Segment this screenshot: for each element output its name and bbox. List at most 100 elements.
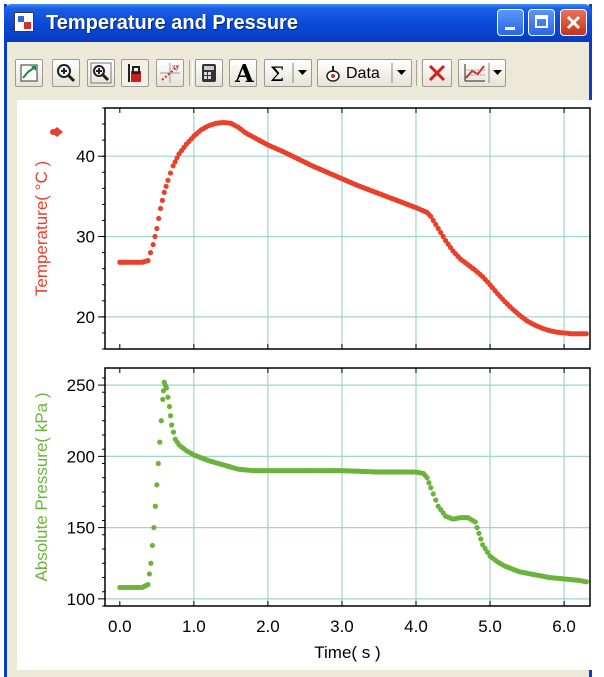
y-tick-label: 150 [67,519,95,538]
zoom-out-button[interactable] [87,59,115,87]
data-series [117,379,589,591]
data-point [146,571,153,577]
data-point [438,229,444,236]
close-button[interactable] [560,9,587,36]
data-point [424,475,430,481]
data-point [148,560,154,566]
minimize-button[interactable] [497,9,524,36]
statistics-table-button[interactable] [195,59,223,87]
app-icon [14,12,34,32]
graph-window: Temperature and Pressure xy A Σ [4,4,595,677]
plot-frame [104,107,591,350]
data-point [428,485,434,491]
data-point [472,519,478,525]
data-point [583,579,589,585]
statistics-button[interactable]: Σ [264,59,312,87]
y-tick-label: 250 [67,376,95,395]
data-point [430,491,436,497]
close-icon [566,15,581,30]
tangent-button[interactable]: xy [156,59,184,87]
data-point [145,582,151,588]
data-point [430,217,436,224]
annotate-button[interactable]: A [229,59,257,88]
x-tick-label: 4.0 [404,617,428,636]
data-select-button[interactable]: Data [317,59,412,87]
plot-frame [104,367,591,607]
data-point [174,155,180,161]
data-point [155,460,161,467]
data-point [172,159,178,165]
graph-canvas: 20 30 40 Temperature( °C ) 100 150 200 250 Absol… [32,107,591,662]
data-point [165,394,171,400]
y-tick-label: 40 [76,147,95,166]
maximize-icon [535,15,548,28]
remove-button[interactable] [422,59,452,87]
graph-area[interactable]: 20 30 40 Temperature( °C ) 100 150 200 250 Absol… [17,100,595,670]
title-bar[interactable]: Temperature and Pressure [4,4,592,42]
minimize-icon [505,27,515,30]
x-axis-label: Time( s ) [314,643,380,662]
x-tick-label: 2.0 [256,617,280,636]
zoom-out-icon [90,62,112,84]
y-tick-label: 30 [76,228,95,247]
data-point [474,525,480,531]
data-point [435,225,441,232]
autoscale-icon [20,64,38,82]
data-icon [326,63,406,83]
tangent-icon: xy [160,63,180,83]
data-point [152,233,158,240]
data-point [165,177,171,183]
autoscale-button[interactable] [15,59,43,87]
data-point [476,530,482,536]
data-point [145,258,151,264]
data-point [154,482,160,488]
x-tick-label: 3.0 [330,617,354,636]
data-select-label: Data [346,65,380,82]
x-tick-label: 5.0 [478,617,502,636]
data-point [433,497,439,503]
zoom-in-button[interactable] [52,59,80,87]
data-point [160,396,166,402]
toolbar: xy A Σ Data [11,56,586,90]
y-tick-label: 20 [76,308,95,327]
temperature-marker-icon [50,127,63,137]
data-point [428,213,434,220]
data-point [151,525,157,531]
data-point [158,418,164,424]
graph-options-icon [464,63,502,83]
examine-button[interactable] [121,59,149,87]
data-point [484,549,491,555]
chart-panel-1[interactable]: 20 30 40 Temperature( °C ) [32,107,591,350]
data-point [150,241,156,248]
maximize-button[interactable] [528,9,555,36]
data-point [440,233,446,240]
data-point [163,183,169,189]
y-tick-label: 100 [67,590,95,609]
data-point [167,170,174,176]
data-point [480,542,486,548]
data-point [163,385,170,391]
data-point [478,536,484,542]
data-series [117,119,589,337]
x-tick-label: 0.0 [108,617,132,636]
data-point [433,221,439,228]
data-point [170,163,176,169]
data-point [147,250,154,256]
graph-options-button[interactable] [458,59,506,87]
data-point [157,205,164,212]
data-point [152,503,158,509]
data-point [156,215,162,222]
x-tick-label: 1.0 [182,617,206,636]
data-point [583,331,589,337]
data-point [170,429,177,435]
y-axis-label: Absolute Pressure( kPa ) [32,393,51,582]
data-point [161,189,167,195]
data-point [169,422,175,428]
data-point [149,542,155,549]
data-point [154,225,160,232]
x-tick-label: 6.0 [552,617,576,636]
chart-panel-2[interactable]: 100 150 200 250 Absolute Pressure( kPa ) [32,367,591,609]
data-point [166,403,173,410]
y-tick-label: 200 [67,447,95,466]
zoom-in-icon [57,64,76,83]
